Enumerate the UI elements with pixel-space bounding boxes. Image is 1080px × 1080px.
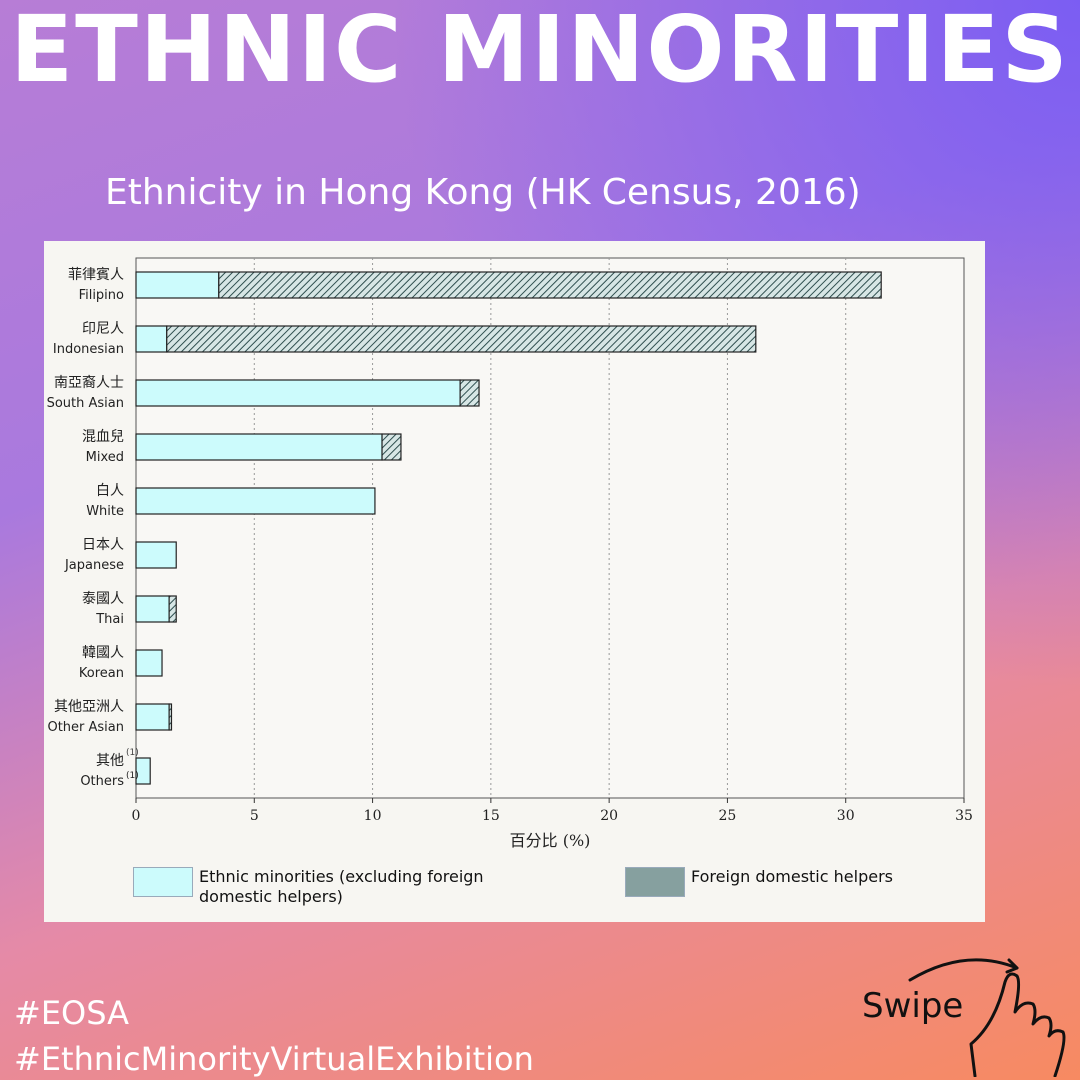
category-label-en: Thai bbox=[95, 612, 124, 627]
bar-minorities bbox=[135, 379, 461, 407]
category-label-zh: 混血兒 bbox=[82, 429, 124, 445]
category-label-en: White bbox=[86, 504, 124, 519]
category-label-zh: 其他亞洲人 bbox=[54, 699, 124, 715]
bar-minorities bbox=[135, 487, 376, 515]
category-note-zh: (1) bbox=[126, 748, 139, 758]
x-tick-label: 30 bbox=[837, 808, 855, 824]
x-tick-label: 10 bbox=[364, 808, 382, 824]
main-title: ETHNIC MINORITIES bbox=[10, 0, 1070, 103]
category-label-en: Mixed bbox=[86, 450, 124, 465]
category-label-zh: 泰國人 bbox=[82, 591, 124, 607]
bar-minorities bbox=[135, 325, 168, 353]
bar-helpers bbox=[168, 703, 173, 731]
swipe-label: Swipe bbox=[862, 986, 964, 1026]
category-label-zh: 印尼人 bbox=[82, 321, 124, 337]
chart-panel: 0 5 10 15 20 25 30 35 百分比 (%) 菲律賓人 Filipino 印尼人 Indo… bbox=[44, 241, 985, 922]
category-label-en: Japanese bbox=[64, 558, 124, 573]
bar-chart: 0 5 10 15 20 25 30 35 百分比 (%) 菲律賓人 Filipino 印尼人 Indo… bbox=[47, 257, 973, 850]
bar-minorities bbox=[135, 649, 163, 677]
bar-minorities bbox=[135, 757, 151, 785]
category-label-zh: 南亞裔人士 bbox=[54, 374, 124, 391]
bar-minorities bbox=[135, 433, 383, 461]
legend-label-minorities: Ethnic minorities (excluding foreign dom… bbox=[199, 867, 484, 906]
bar-minorities bbox=[135, 271, 220, 299]
category-label-zh: 日本人 bbox=[82, 537, 124, 553]
bar-minorities bbox=[135, 703, 170, 731]
x-tick-label: 15 bbox=[482, 808, 500, 824]
bar-helpers bbox=[168, 595, 177, 623]
legend-swatch-helpers bbox=[625, 867, 685, 897]
bar-helpers bbox=[381, 433, 402, 461]
bar-helpers bbox=[166, 325, 757, 353]
chart-subtitle: Ethnicity in Hong Kong (HK Census, 2016) bbox=[105, 172, 861, 213]
x-tick-label: 35 bbox=[955, 808, 973, 824]
category-label-en: Filipino bbox=[79, 288, 124, 303]
category-label-en: Others bbox=[80, 774, 124, 789]
swipe-hand-icon bbox=[908, 958, 1066, 1077]
x-tick-label: 25 bbox=[719, 808, 737, 824]
hashtag-eosa: #EOSA bbox=[14, 994, 130, 1032]
bar-minorities bbox=[135, 595, 170, 623]
x-tick-label: 0 bbox=[132, 808, 141, 824]
x-tick-label: 20 bbox=[600, 808, 618, 824]
category-label-zh: 其他 bbox=[96, 753, 124, 769]
category-label-en: Korean bbox=[79, 666, 124, 681]
x-axis-label: 百分比 (%) bbox=[510, 831, 591, 850]
hashtag-exhibition: #EthnicMinorityVirtualExhibition bbox=[14, 1040, 534, 1078]
bar-minorities bbox=[135, 541, 177, 569]
category-note-en: (1) bbox=[126, 771, 139, 781]
category-label-zh: 菲律賓人 bbox=[68, 266, 124, 283]
category-label-en: Other Asian bbox=[47, 720, 124, 735]
category-label-en: Indonesian bbox=[53, 342, 124, 357]
bar-helpers bbox=[459, 379, 480, 407]
x-tick-label: 5 bbox=[250, 808, 259, 824]
category-label-zh: 白人 bbox=[96, 483, 124, 499]
category-label-en: South Asian bbox=[47, 396, 124, 411]
bar-helpers bbox=[218, 271, 882, 299]
legend-swatch-minorities bbox=[133, 867, 193, 897]
category-label-zh: 韓國人 bbox=[82, 645, 124, 661]
legend-label-helpers: Foreign domestic helpers bbox=[691, 867, 893, 886]
legend-item-minorities: Ethnic minorities (excluding foreign dom… bbox=[133, 867, 499, 907]
legend-item-helpers: Foreign domestic helpers bbox=[625, 867, 911, 897]
